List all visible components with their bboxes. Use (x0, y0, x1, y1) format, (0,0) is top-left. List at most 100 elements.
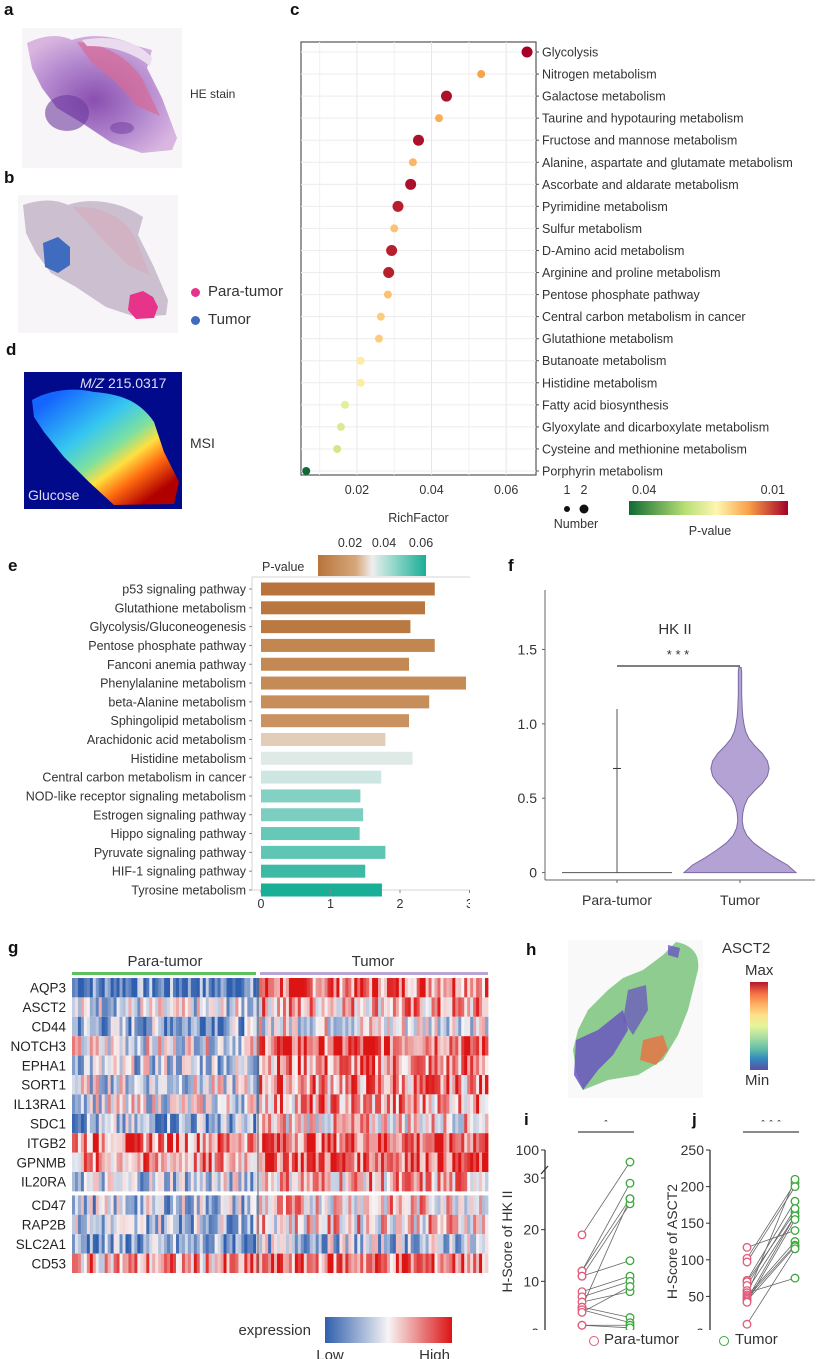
y-tick-label: Tyrosine metabolism (131, 884, 246, 898)
heatmap-cell (265, 1253, 269, 1273)
heatmap-cell (119, 1152, 123, 1172)
heatmap-cell (193, 1016, 198, 1037)
heatmap-cell (372, 1036, 376, 1056)
heatmap-cell (333, 1075, 337, 1095)
legend-label-tumor: Tumor (208, 311, 251, 328)
heatmap-cell (83, 1113, 88, 1134)
heatmap-cell (83, 1152, 88, 1172)
heatmap-cell (98, 1075, 103, 1095)
heatmap-cell (86, 1195, 91, 1215)
heatmap-cell (178, 1172, 183, 1192)
heatmap-cell (167, 978, 171, 998)
pair-line (581, 1161, 631, 1236)
y-tick-label: Glutathione metabolism (542, 332, 673, 346)
heatmap-cell (196, 1075, 201, 1095)
heatmap-cell (357, 1253, 361, 1273)
heatmap-cell (250, 1253, 254, 1273)
heatmap-cell (164, 1172, 168, 1192)
pair-line (581, 1324, 631, 1329)
size-legend-label: 2 (581, 483, 588, 497)
heatmap-cell (223, 1075, 227, 1095)
y-tick-label: Fatty acid biosynthesis (542, 398, 668, 412)
heatmap-cell (461, 1055, 465, 1075)
heatmap-cell (384, 997, 388, 1017)
heatmap-cell (437, 1195, 441, 1215)
heatmap-cell (187, 1152, 192, 1172)
heatmap-cell (315, 1036, 320, 1056)
heatmap-cell (164, 1055, 168, 1075)
heatmap-cell (211, 1152, 216, 1172)
heatmap-cell (187, 1036, 192, 1056)
heatmap-cell (288, 1133, 293, 1153)
heatmap-cell (378, 1113, 382, 1134)
heatmap-cell (378, 1133, 382, 1153)
heatmap-cell (410, 1234, 415, 1254)
heatmap-cell (190, 1253, 195, 1273)
heatmap-cell (351, 997, 355, 1017)
heatmap-cell (259, 1195, 263, 1215)
heatmap-cell (297, 1016, 302, 1037)
heatmap-cell (348, 1214, 352, 1235)
x-axis-title: RichFactor (388, 511, 448, 525)
heatmap-cell (342, 1094, 346, 1114)
heatmap-cell (131, 1036, 135, 1056)
heatmap-cell (327, 1253, 331, 1273)
heatmap-cell (217, 978, 221, 998)
tissue-section (23, 200, 168, 317)
heatmap-cell (113, 1195, 117, 1215)
heatmap-cell (479, 1195, 483, 1215)
heatmap-cell (146, 1172, 150, 1192)
heatmap-cell (342, 1113, 346, 1134)
heatmap-cell (461, 997, 465, 1017)
heatmap-cell (434, 1113, 438, 1134)
heatmap-cell (193, 1075, 198, 1095)
y-tick-label: Pentose phosphate pathway (542, 288, 701, 302)
heatmap-cell (149, 1036, 153, 1056)
heatmap-cell (274, 997, 278, 1017)
heatmap-cell (407, 1113, 412, 1134)
heatmap-cell (452, 1152, 456, 1172)
heatmap-cell (104, 1075, 109, 1095)
heatmap-cell (431, 1036, 435, 1056)
heatmap-cell (164, 1133, 168, 1153)
heatmap-cell (419, 1055, 424, 1075)
heatmap-cell (92, 1253, 97, 1273)
heatmap-cell (277, 1195, 281, 1215)
heatmap-cell (410, 1094, 415, 1114)
heatmap-cell (202, 1234, 207, 1254)
heatmap-cell (74, 1016, 79, 1037)
heatmap-cell (431, 1113, 435, 1134)
heatmap-cell (134, 1094, 138, 1114)
heatmap-cell (116, 1195, 120, 1215)
heatmap-cell (369, 1055, 373, 1075)
heatmap-cell (72, 1195, 76, 1215)
heatmap-cell (196, 1253, 201, 1273)
heatmap-cell (461, 1253, 465, 1273)
data-point (356, 378, 365, 387)
heatmap-cell (345, 1172, 349, 1192)
row-label: SORT1 (21, 1078, 66, 1093)
heatmap-cell (467, 1214, 471, 1235)
heatmap-cell (473, 1253, 477, 1273)
heatmap-cell (419, 1094, 424, 1114)
heatmap-cell (476, 1055, 480, 1075)
heatmap-cell (398, 1094, 403, 1114)
heatmap-cell (321, 978, 325, 998)
heatmap-cell (366, 1195, 370, 1215)
heatmap-cell (288, 1075, 293, 1095)
heatmap-cell (280, 1113, 284, 1134)
heatmap-cell (250, 1113, 254, 1134)
heatmap-cell (196, 1172, 201, 1192)
pair-line (746, 1179, 796, 1296)
heatmap-cell (309, 1113, 314, 1134)
heatmap-cell (440, 1172, 444, 1192)
data-point (333, 444, 342, 453)
heatmap-cell (72, 1036, 76, 1056)
heatmap-cell (348, 978, 352, 998)
heatmap-cell (360, 1055, 364, 1075)
heatmap-cell (125, 1016, 129, 1037)
heatmap-cell (265, 1152, 269, 1172)
msi-image (24, 372, 182, 509)
heatmap-cell (354, 1016, 358, 1037)
heatmap-cell (262, 1094, 266, 1114)
